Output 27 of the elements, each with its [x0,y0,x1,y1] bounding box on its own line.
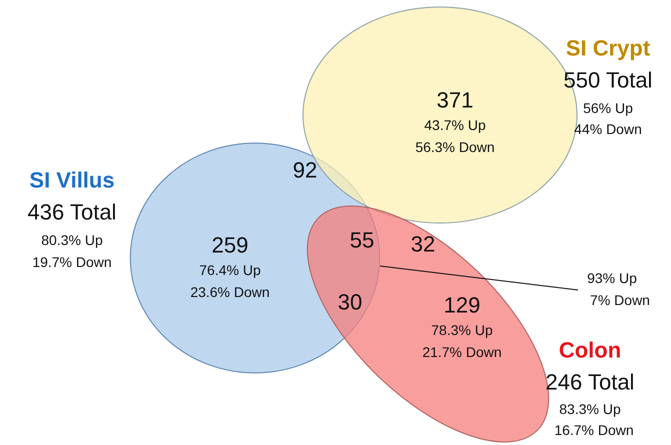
text: 92 [292,158,318,182]
text: 7% Down [590,292,650,308]
text: 30 [338,290,362,314]
text: 19.7% Down [32,254,112,270]
text: 32 [410,232,436,256]
data-label: 436 Total [28,200,116,224]
data-label: 246 Total [546,370,634,394]
text: 43.7% Up [424,117,486,133]
text: 56% Up [583,100,634,116]
text: 23.6% Down [190,284,270,300]
text: 93% Up [587,270,638,286]
text: 16.7% Down [554,422,634,438]
text: 56.3% Down [415,139,495,155]
category-label: Colon [558,338,622,362]
text: 76.4% Up [199,262,261,278]
text: 259 [212,232,248,258]
text: 129 [444,292,480,318]
text: 78.3% Up [431,322,493,338]
text: 44% Down [574,121,642,137]
text: 21.7% Down [422,344,502,360]
text: 371 [436,88,474,112]
data-label: 550 Total [564,68,652,92]
category-label: SI Villus [29,168,115,192]
text: 80.3% Up [41,232,103,248]
category-label: SI Crypt [566,36,651,60]
text: 55 [350,228,374,252]
text: 83.3% Up [559,401,621,417]
